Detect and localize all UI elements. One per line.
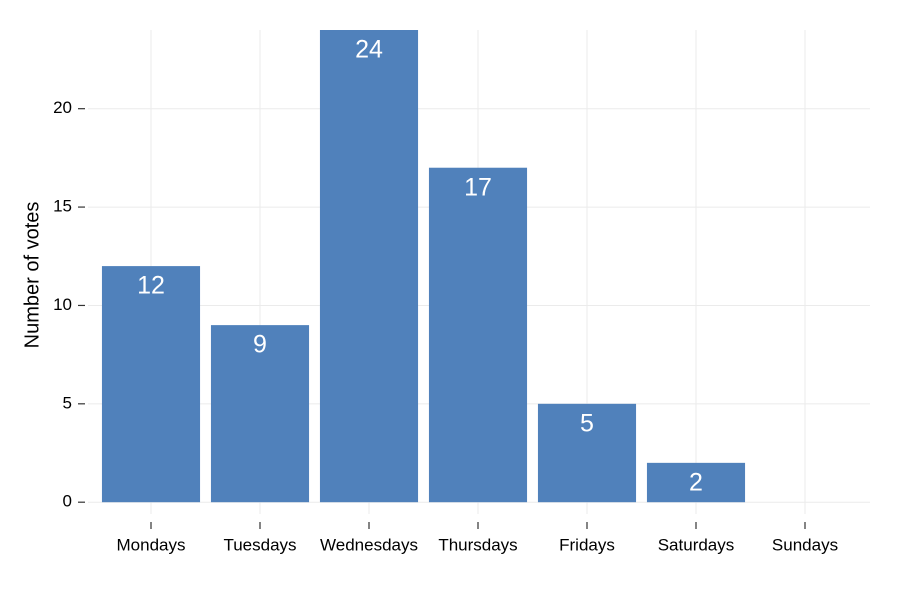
x-tick-label: Sundays (772, 535, 838, 554)
y-tick-label: 15 (53, 197, 72, 216)
bar (428, 167, 528, 503)
y-tick-label: 20 (53, 98, 72, 117)
x-tick-label: Thursdays (438, 535, 517, 554)
data-label: 24 (355, 36, 383, 64)
x-tick-label: Tuesdays (223, 535, 296, 554)
bar (210, 325, 310, 503)
data-label: 12 (137, 272, 165, 300)
data-label: 9 (253, 331, 267, 359)
x-tick-label: Mondays (117, 535, 186, 554)
y-tick-label: 0 (63, 492, 72, 511)
y-tick-label: 5 (63, 393, 72, 412)
x-tick-label: Wednesdays (320, 535, 418, 554)
bar (101, 266, 201, 503)
x-tick-label: Saturdays (658, 535, 735, 554)
x-tick-label: Fridays (559, 535, 615, 554)
data-label: 2 (689, 468, 703, 496)
y-tick-label: 10 (53, 295, 72, 314)
bar (646, 462, 746, 503)
data-label: 5 (580, 409, 594, 437)
data-label: 17 (464, 173, 492, 201)
y-axis-label: Number of votes (21, 202, 43, 349)
bar (537, 403, 637, 503)
bar (319, 30, 419, 503)
